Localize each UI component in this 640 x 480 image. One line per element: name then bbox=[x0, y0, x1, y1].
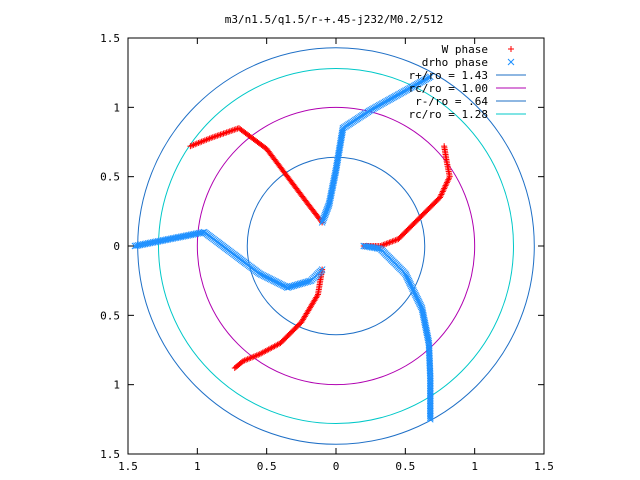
data-point bbox=[187, 143, 194, 150]
data-point bbox=[507, 58, 515, 66]
data-point bbox=[508, 46, 514, 52]
chart-title: m3/n1.5/q1.5/r-+.45-j232/M0.2/512 bbox=[225, 13, 444, 26]
data-point bbox=[426, 414, 434, 422]
y-tick-label: 0.5 bbox=[100, 309, 120, 322]
data-point bbox=[426, 73, 434, 81]
legend-label: r-/ro = .64 bbox=[415, 95, 488, 108]
y-tick-label: 1 bbox=[113, 101, 120, 114]
data-point bbox=[439, 190, 446, 197]
data-point bbox=[438, 191, 445, 198]
data-point bbox=[437, 192, 444, 199]
data-point bbox=[442, 182, 449, 189]
data-point bbox=[133, 242, 140, 250]
data-point bbox=[440, 187, 447, 194]
data-point bbox=[444, 178, 451, 185]
data-point bbox=[443, 179, 450, 186]
data-point bbox=[443, 181, 450, 188]
data-point bbox=[441, 184, 448, 191]
data-point bbox=[131, 242, 139, 250]
data-point bbox=[441, 143, 448, 150]
data-point bbox=[231, 365, 238, 372]
data-point bbox=[441, 185, 448, 192]
data-point bbox=[439, 188, 446, 195]
legend-label: drho phase bbox=[422, 56, 488, 69]
x-tick-label: 1.5 bbox=[534, 460, 554, 473]
x-tick-label: 1 bbox=[194, 460, 201, 473]
y-tick-label: 0 bbox=[113, 240, 120, 253]
x-tick-label: 0.5 bbox=[395, 460, 415, 473]
reference-circle bbox=[196, 106, 476, 386]
legend-label: r+/ro = 1.43 bbox=[409, 69, 488, 82]
x-tick-label: 0.5 bbox=[257, 460, 277, 473]
legend-label: rc/ro = 1.00 bbox=[409, 82, 488, 95]
data-points bbox=[131, 73, 453, 423]
legend-label: W phase bbox=[442, 43, 488, 56]
y-tick-label: 1 bbox=[113, 379, 120, 392]
legend-label: rc/ro = 1.28 bbox=[409, 108, 488, 121]
y-tick-label: 1.5 bbox=[100, 32, 120, 45]
y-tick-label: 0.5 bbox=[100, 171, 120, 184]
x-tick-label: 0 bbox=[333, 460, 340, 473]
x-tick-label: 1 bbox=[471, 460, 478, 473]
data-point bbox=[232, 364, 239, 371]
data-point bbox=[426, 415, 434, 423]
x-tick-label: 1.5 bbox=[118, 460, 138, 473]
axis-ticks: 1.5 1 0.5 0 0.5 1 1.51.510.500.511.5 bbox=[100, 32, 554, 473]
data-point bbox=[258, 350, 265, 357]
reference-circle bbox=[158, 68, 514, 424]
data-point bbox=[445, 176, 452, 183]
y-tick-label: 1.5 bbox=[100, 448, 120, 461]
data-point bbox=[437, 194, 443, 201]
